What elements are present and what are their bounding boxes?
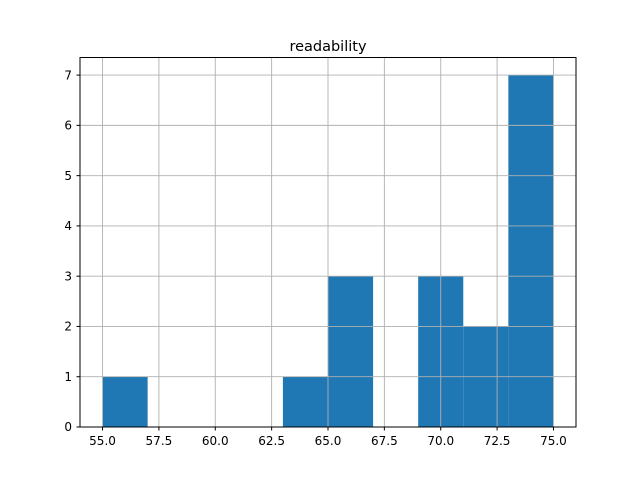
y-tick-label: 1 [64,370,72,384]
y-tick-label: 2 [64,320,72,334]
x-tick-label: 72.5 [484,434,511,448]
x-tick-label: 57.5 [146,434,173,448]
x-tick-label: 60.0 [202,434,229,448]
y-tick-label: 6 [64,119,72,133]
y-tick-label: 4 [64,219,72,233]
y-tick-label: 7 [64,68,72,82]
x-tick-label: 67.5 [371,434,398,448]
histogram-bar [508,75,554,427]
x-tick-label: 70.0 [427,434,454,448]
x-tick-label: 75.0 [540,434,567,448]
x-tick-label: 65.0 [315,434,342,448]
chart-title: readability [289,39,367,55]
histogram-bar [282,376,328,427]
histogram-bar [102,376,148,427]
y-tick-label: 0 [64,420,72,434]
y-tick-label: 3 [64,269,72,283]
y-tick-label: 5 [64,169,72,183]
histogram-bar [328,276,374,427]
x-tick-label: 62.5 [258,434,285,448]
x-tick-label: 55.0 [89,434,116,448]
